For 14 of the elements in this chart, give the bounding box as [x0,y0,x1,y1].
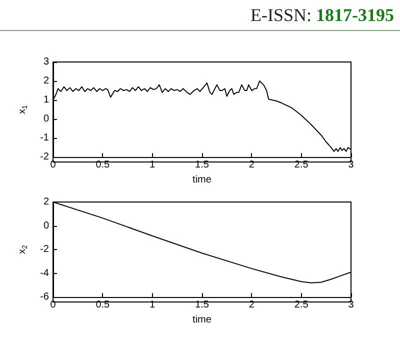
y-tick-label: 3 [43,56,50,68]
y-tick-label: -2 [40,244,50,256]
y-tick-label: 1 [43,94,50,106]
text: E-ISSN: 1817-3195 [250,5,394,26]
y-tick-label: 2 [43,196,50,208]
y-tick-label: 2 [43,76,50,87]
y-tick-label: -2 [40,152,50,163]
x-axis-title: time [192,314,212,326]
y-tick-label: -6 [40,292,50,303]
x-axis-title: time [192,174,212,186]
y-tick-label: 0 [43,220,50,232]
y-tick-label: -4 [40,268,50,279]
y-tick-label: 0 [43,114,50,125]
y-tick-label: -1 [40,132,50,144]
